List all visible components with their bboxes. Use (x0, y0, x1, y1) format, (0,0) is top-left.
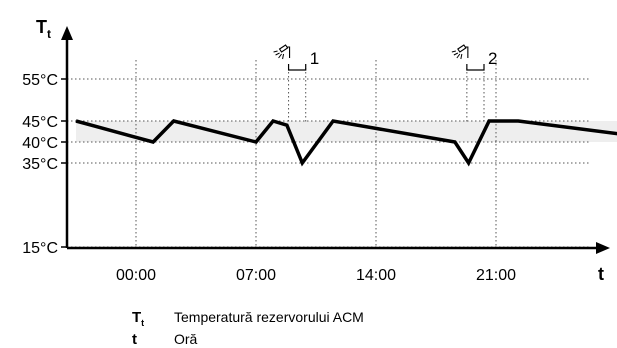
legend-text: Oră (174, 331, 198, 347)
legend-text: Temperatură rezervorului ACM (174, 309, 364, 325)
tap-event: 1 (273, 44, 319, 123)
x-axis-arrow (596, 242, 610, 254)
vertical-gridlines (135, 60, 497, 248)
x-tick-label: 14:00 (356, 267, 396, 284)
legend-item-temperature: Tt Temperatură rezervorului ACM (128, 309, 364, 331)
legend-symbol-sub: t (141, 318, 145, 328)
horizontal-gridlines (61, 78, 590, 248)
y-tick-label: 55°C (22, 72, 58, 89)
x-tick-label: 21:00 (476, 267, 516, 284)
shower-icon (451, 44, 469, 60)
event-bracket (287, 64, 307, 71)
x-tick-label: 07:00 (236, 267, 276, 284)
axes (61, 26, 610, 254)
y-tick-label: 40°C (22, 135, 58, 152)
x-axis-symbol: t (598, 264, 604, 284)
legend: Tt Temperatură rezervorului ACM t Oră (128, 309, 364, 348)
y-tick-labels: 55°C 45°C 40°C 35°C 15°C (22, 72, 58, 257)
event-label: 1 (310, 49, 319, 68)
y-tick-label: 45°C (22, 114, 58, 131)
x-tick-labels: 00:00 07:00 14:00 21:00 (116, 267, 516, 284)
legend-symbol: t (132, 331, 137, 348)
y-axis-symbol: T (36, 17, 47, 37)
legend-symbol: T (132, 309, 142, 326)
tap-event: 2 (451, 44, 497, 123)
y-axis-symbol-sub: t (47, 27, 51, 41)
legend-item-time: t Oră (128, 331, 364, 348)
event-bracket (466, 64, 485, 71)
x-tick-label: 00:00 (116, 267, 156, 284)
temperature-series-line (75, 118, 617, 167)
event-label: 2 (488, 49, 497, 68)
shower-icon (273, 44, 291, 60)
y-tick-label: 35°C (22, 156, 58, 173)
y-axis-arrow (61, 26, 73, 40)
y-tick-label: 15°C (22, 240, 58, 257)
